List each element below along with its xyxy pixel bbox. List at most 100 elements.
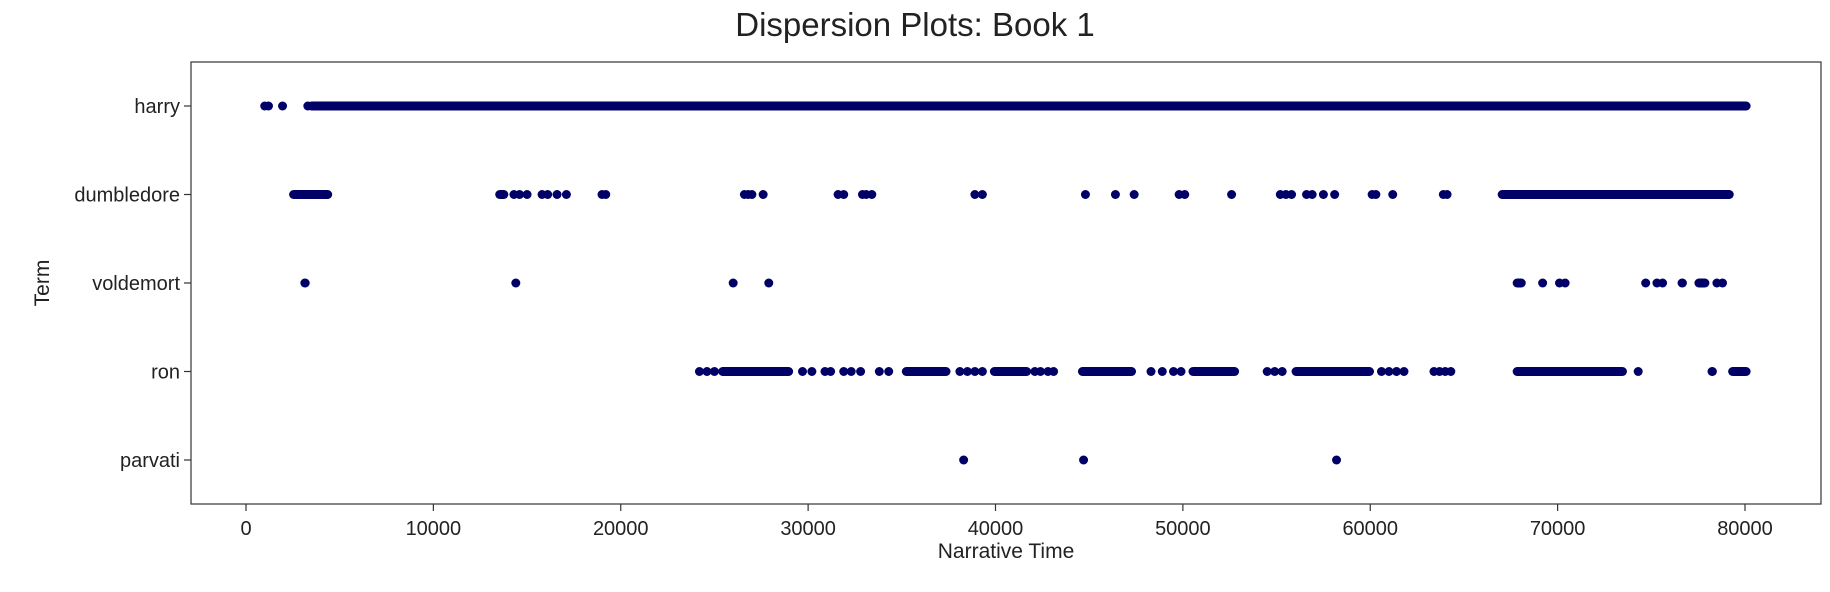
y-tick-label-parvati: parvati: [120, 450, 180, 472]
dense-occurrence-band-ron: [1188, 367, 1240, 376]
x-axis-label: Narrative Time: [938, 540, 1075, 563]
occurrence-point-dumbledore: [1586, 190, 1596, 199]
occurrence-point-dumbledore: [758, 190, 768, 199]
occurrence-point-ron: [1384, 367, 1394, 376]
occurrence-point-ron: [1270, 367, 1280, 376]
occurrence-point-dumbledore: [977, 190, 987, 199]
occurrence-point-voldemort: [728, 278, 738, 288]
occurrence-point-ron: [955, 367, 965, 376]
occurrence-point-dumbledore: [1318, 190, 1328, 199]
dense-occurrence-band-harry: [307, 101, 1751, 111]
occurrence-point-dumbledore: [1663, 190, 1673, 199]
x-tick-label: 70000: [1530, 518, 1586, 540]
occurrence-point-ron: [1049, 367, 1059, 376]
occurrence-point-ron: [1157, 367, 1167, 376]
occurrence-point-ron: [694, 367, 704, 376]
occurrence-point-voldemort: [764, 278, 774, 288]
occurrence-point-ron: [709, 367, 719, 376]
occurrence-point-ron: [1176, 367, 1186, 376]
occurrence-point-dumbledore: [1513, 190, 1523, 199]
dense-occurrence-band-ron: [989, 367, 1032, 376]
occurrence-point-ron: [1277, 367, 1287, 376]
occurrence-point-harry: [278, 101, 288, 111]
dense-occurrence-band-voldemort: [1694, 278, 1710, 288]
occurrence-point-ron: [702, 367, 712, 376]
occurrence-point-ron: [1035, 367, 1045, 376]
x-tick-label: 10000: [406, 518, 462, 540]
occurrence-point-dumbledore: [839, 190, 849, 199]
occurrence-point-ron: [884, 367, 894, 376]
dense-occurrence-band-ron: [1707, 367, 1717, 376]
y-tick-label-harry: harry: [134, 96, 180, 118]
occurrence-point-dumbledore: [1110, 190, 1120, 199]
occurrence-point-voldemort: [511, 278, 521, 288]
occurrence-point-voldemort: [1538, 278, 1548, 288]
plot-area-frame: [190, 61, 1822, 505]
occurrence-point-dumbledore: [1637, 190, 1647, 199]
occurrence-point-dumbledore: [543, 190, 553, 199]
occurrence-point-dumbledore: [1371, 190, 1381, 199]
occurrence-point-dumbledore: [1650, 190, 1660, 199]
dense-occurrence-band-dumbledore: [495, 190, 509, 199]
occurrence-point-ron: [826, 367, 836, 376]
occurrence-point-dumbledore: [1528, 190, 1538, 199]
dense-occurrence-band-ron: [1512, 367, 1627, 376]
y-axis: harry dumbledore voldemort ron parvati: [74, 96, 191, 472]
occurrence-point-dumbledore: [1080, 190, 1090, 199]
y-tick-label-dumbledore: dumbledore: [74, 185, 180, 207]
dense-occurrence-band-ron: [718, 367, 794, 376]
occurrence-point-dumbledore: [747, 190, 757, 199]
occurrence-point-harry: [307, 101, 317, 111]
occurrence-point-parvati: [959, 455, 969, 465]
occurrence-point-dumbledore: [1388, 190, 1398, 199]
occurrence-point-ron: [1391, 367, 1401, 376]
dense-occurrence-band-ron: [901, 367, 951, 376]
y-axis-label: Term: [31, 260, 54, 307]
occurrence-point-parvati: [1079, 455, 1089, 465]
occurrence-point-ron: [874, 367, 884, 376]
occurrence-point-voldemort: [1641, 278, 1651, 288]
occurrence-point-dumbledore: [1442, 190, 1452, 199]
occurrence-point-ron: [962, 367, 972, 376]
data-marks: [260, 101, 1751, 465]
occurrence-point-voldemort: [1718, 278, 1728, 288]
occurrence-point-ron: [970, 367, 980, 376]
dense-occurrence-band-voldemort: [1677, 278, 1687, 288]
y-tick-label-voldemort: voldemort: [92, 273, 180, 295]
occurrence-point-dumbledore: [552, 190, 562, 199]
occurrence-point-voldemort: [1658, 278, 1668, 288]
x-tick-label: 30000: [780, 518, 836, 540]
occurrence-point-ron: [807, 367, 817, 376]
occurrence-point-ron: [1633, 367, 1643, 376]
dense-occurrence-band-ron: [1728, 367, 1751, 376]
occurrence-point-dumbledore: [1287, 190, 1297, 199]
occurrence-point-ron: [798, 367, 808, 376]
occurrence-point-harry: [263, 101, 273, 111]
x-tick-label: 40000: [968, 518, 1024, 540]
occurrence-point-dumbledore: [1330, 190, 1340, 199]
occurrence-point-dumbledore: [515, 190, 525, 199]
x-axis: 0 10000 20000 30000 40000 50000 60000 70000 8000…: [240, 504, 1773, 540]
occurrence-point-ron: [1146, 367, 1156, 376]
y-tick-label-ron: ron: [151, 362, 180, 384]
x-tick-label: 50000: [1155, 518, 1211, 540]
occurrence-point-dumbledore: [867, 190, 877, 199]
occurrence-point-voldemort: [1560, 278, 1570, 288]
occurrence-point-ron: [1376, 367, 1386, 376]
dense-occurrence-band-voldemort: [1512, 278, 1526, 288]
occurrence-point-dumbledore: [1227, 190, 1237, 199]
occurrence-point-ron: [977, 367, 987, 376]
x-tick-label: 60000: [1342, 518, 1398, 540]
dense-occurrence-band-voldemort: [300, 278, 310, 288]
x-tick-label: 80000: [1717, 518, 1773, 540]
dense-occurrence-band-dumbledore: [289, 190, 333, 199]
occurrence-point-ron: [1169, 367, 1179, 376]
occurrence-point-dumbledore: [522, 190, 532, 199]
chart-title: Dispersion Plots: Book 1: [735, 6, 1095, 43]
x-tick-label: 0: [240, 518, 251, 540]
dense-occurrence-band-ron: [1077, 367, 1137, 376]
occurrence-point-dumbledore: [561, 190, 571, 199]
x-tick-label: 20000: [593, 518, 649, 540]
